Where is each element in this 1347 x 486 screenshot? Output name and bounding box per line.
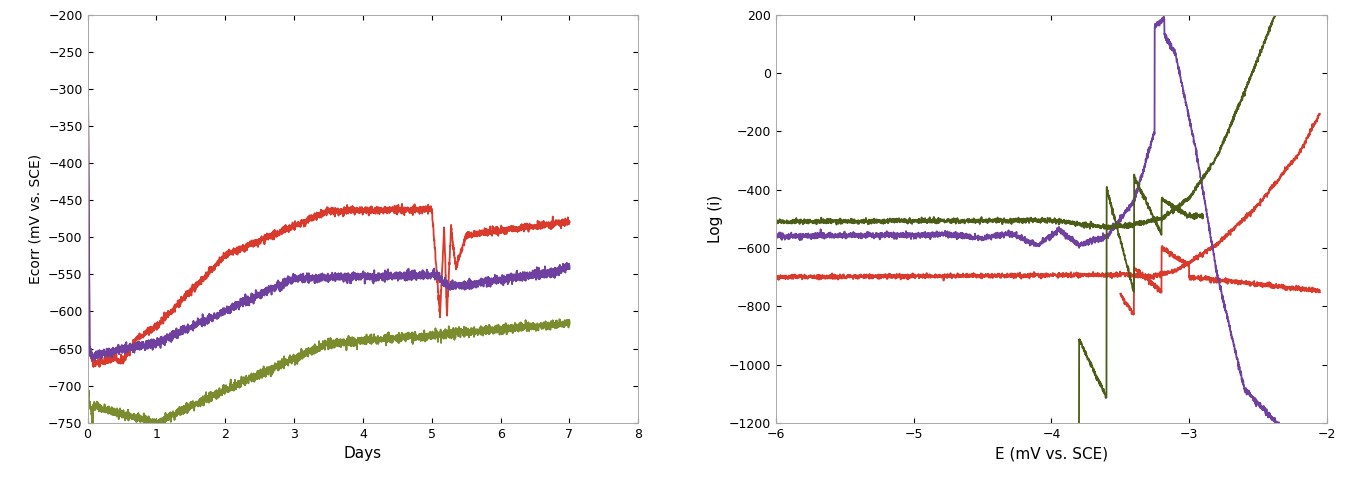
Y-axis label: Ecorr (mV vs. SCE): Ecorr (mV vs. SCE) [28,154,43,284]
X-axis label: Days: Days [343,446,383,461]
X-axis label: E (mV vs. SCE): E (mV vs. SCE) [995,446,1109,461]
Y-axis label: Log (i): Log (i) [709,194,723,243]
